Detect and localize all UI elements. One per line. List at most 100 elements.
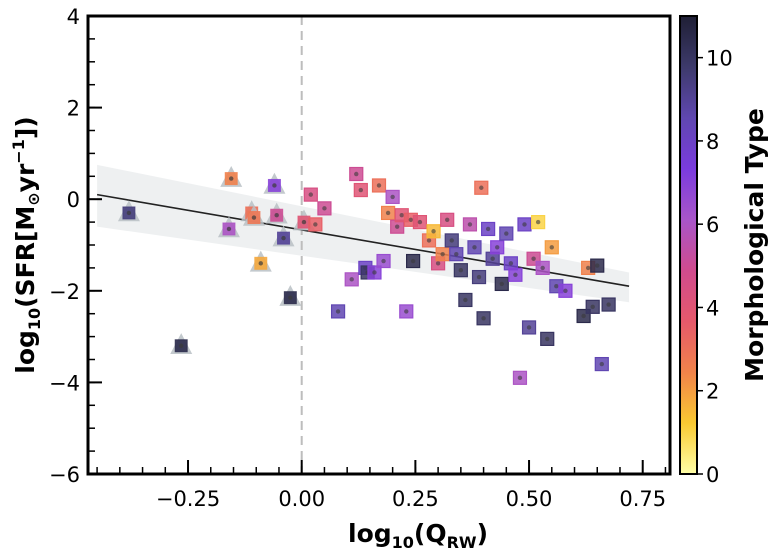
square-center-dot bbox=[390, 194, 395, 200]
square-center-dot bbox=[322, 206, 327, 211]
square-point bbox=[353, 182, 368, 198]
colorbar-label: Morphological Type bbox=[740, 108, 769, 382]
square-center-dot bbox=[458, 267, 464, 273]
square-point bbox=[521, 320, 537, 335]
triangle-point bbox=[242, 204, 265, 226]
triangle-center-dot bbox=[274, 213, 279, 218]
square-center-dot bbox=[481, 316, 486, 321]
triangle-center-dot bbox=[226, 226, 232, 232]
colorbar-ticks: 0 2 4 6 8 10 bbox=[697, 47, 733, 487]
square-point bbox=[462, 217, 478, 232]
square-center-dot bbox=[431, 229, 436, 234]
square-center-dot bbox=[517, 375, 523, 381]
colorbar-gradient bbox=[679, 15, 698, 475]
square-point bbox=[453, 263, 468, 278]
square-center-dot bbox=[513, 272, 518, 277]
triangle-center-dot bbox=[229, 176, 234, 181]
y-tick-label: −4 bbox=[49, 371, 80, 395]
confidence-band bbox=[97, 164, 630, 303]
square-center-dot bbox=[522, 222, 527, 227]
square-point bbox=[440, 212, 455, 227]
square-point bbox=[349, 166, 364, 182]
square-point bbox=[376, 253, 391, 269]
square-center-dot bbox=[479, 185, 484, 190]
square-point bbox=[540, 331, 555, 346]
triangle-center-dot bbox=[281, 235, 286, 241]
square-center-dot bbox=[445, 217, 450, 223]
triangle-point bbox=[220, 165, 243, 187]
triangle-point bbox=[249, 250, 272, 272]
colorbar-tick-label: 10 bbox=[706, 47, 733, 71]
square-center-dot bbox=[526, 325, 532, 330]
square-point bbox=[601, 297, 616, 312]
square-center-dot bbox=[472, 245, 477, 250]
triangle-point bbox=[217, 216, 240, 238]
square-center-dot bbox=[508, 261, 514, 266]
triangle-center-dot bbox=[251, 215, 257, 220]
square-point bbox=[412, 215, 428, 230]
square-center-dot bbox=[358, 187, 364, 193]
triangle-point bbox=[117, 200, 140, 222]
square-point bbox=[344, 272, 359, 287]
confidence-band-layer bbox=[97, 164, 630, 303]
x-tick-label: 0.00 bbox=[278, 487, 325, 511]
colorbar-tick-label: 4 bbox=[706, 296, 719, 320]
triangle-point bbox=[279, 285, 302, 306]
square-point bbox=[435, 247, 450, 262]
square-point bbox=[330, 304, 346, 319]
square-center-dot bbox=[581, 313, 586, 319]
x-axis-label: log10(QRW) bbox=[348, 519, 488, 550]
square-center-dot bbox=[463, 297, 468, 303]
square-point bbox=[467, 240, 482, 255]
square-center-dot bbox=[408, 217, 414, 223]
square-point bbox=[317, 201, 332, 216]
square-center-dot bbox=[349, 277, 354, 282]
square-center-dot bbox=[426, 238, 432, 243]
square-center-dot bbox=[354, 171, 359, 177]
square-center-dot bbox=[606, 302, 611, 307]
square-center-dot bbox=[545, 336, 550, 342]
square-point bbox=[499, 226, 514, 241]
square-point bbox=[390, 219, 405, 234]
square-center-dot bbox=[476, 274, 482, 280]
square-point bbox=[444, 233, 459, 248]
square-center-dot bbox=[485, 226, 491, 232]
square-center-dot bbox=[563, 288, 568, 293]
square-center-dot bbox=[335, 309, 341, 314]
square-point bbox=[512, 370, 528, 385]
square-center-dot bbox=[381, 258, 386, 264]
triangle-point bbox=[263, 172, 286, 194]
square-center-dot bbox=[467, 222, 473, 227]
triangle-point bbox=[170, 333, 193, 355]
y-tick-label: 0 bbox=[67, 188, 80, 212]
square-center-dot bbox=[504, 231, 509, 236]
square-point bbox=[590, 258, 605, 273]
triangle-center-dot bbox=[179, 343, 184, 348]
triangle-point bbox=[272, 225, 295, 247]
square-center-dot bbox=[417, 219, 423, 225]
square-center-dot bbox=[535, 219, 541, 225]
square-center-dot bbox=[549, 245, 554, 250]
square-center-dot bbox=[435, 261, 441, 266]
square-point bbox=[490, 240, 505, 255]
square-center-dot bbox=[410, 258, 416, 264]
square-point bbox=[508, 267, 523, 282]
square-center-dot bbox=[399, 213, 404, 218]
square-center-dot bbox=[440, 251, 445, 257]
triangle-center-dot bbox=[272, 183, 277, 188]
square-point bbox=[535, 260, 550, 275]
square-center-dot bbox=[308, 192, 313, 197]
square-point bbox=[308, 217, 323, 232]
square-center-dot bbox=[590, 304, 595, 310]
y-axis-ticks: −6 −4 −2 0 2 4 bbox=[49, 5, 102, 487]
square-center-dot bbox=[499, 281, 504, 287]
square-point bbox=[558, 283, 573, 298]
square-point bbox=[481, 221, 496, 237]
x-tick-label: 0.75 bbox=[619, 487, 666, 511]
square-point bbox=[471, 269, 487, 285]
square-center-dot bbox=[531, 256, 536, 261]
square-markers bbox=[303, 166, 616, 385]
square-point bbox=[371, 178, 387, 193]
x-tick-label: 0.25 bbox=[392, 487, 439, 511]
square-center-dot bbox=[372, 270, 377, 275]
